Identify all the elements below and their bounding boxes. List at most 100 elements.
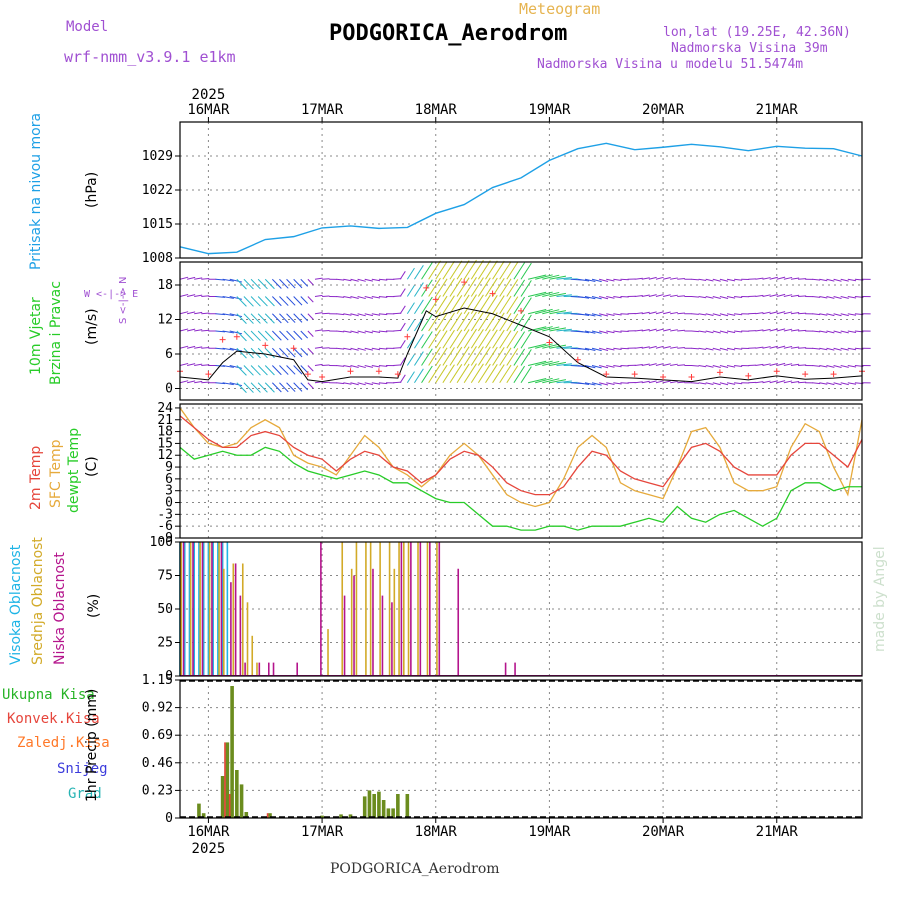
wind-gust-mark (432, 296, 439, 303)
wind-arrow (734, 365, 743, 368)
wind-arrow (790, 380, 800, 384)
model-elevation-label: Nadmorska Visina u modelu 51.5474m (537, 57, 804, 72)
wind-arrow (641, 363, 650, 366)
wind-arrow (705, 382, 714, 386)
wind-arrow (798, 347, 807, 349)
pressure-line (179, 142, 863, 255)
top-day-label-3: 19MAR (528, 102, 571, 118)
wind-arrow (264, 365, 275, 376)
wind-arrow (613, 330, 622, 333)
precip-total-bar (235, 770, 239, 818)
wind-arrow (556, 363, 572, 366)
wind-arrow (705, 313, 714, 317)
wind-arrow (378, 330, 388, 333)
wind-gust-mark (375, 368, 382, 375)
wind-arrow (812, 330, 821, 333)
wind-arrow (776, 362, 786, 366)
wind-arrow (300, 313, 309, 322)
bottom-day-label-3: 19MAR (528, 824, 571, 840)
wind-arrow (371, 382, 381, 385)
wind-arrow (698, 296, 707, 299)
station-title: PODGORICA_Aerodrom (329, 21, 568, 46)
wind-arrow (833, 330, 842, 334)
wind-arrow (513, 296, 526, 315)
wind-arrow (769, 276, 778, 280)
wind-arrow (222, 330, 234, 334)
wind-arrow (847, 296, 857, 299)
precip-convective-bar (228, 794, 231, 818)
ytick-label-cloud-3: 75 (157, 569, 173, 584)
wind-arrow (343, 382, 352, 385)
wind-arrow (826, 296, 835, 299)
precip-convective-bar (224, 742, 226, 818)
wind-arrow (222, 347, 234, 351)
wind-arrow (257, 278, 268, 290)
wind-arrow (286, 296, 296, 306)
wind-arrow (698, 347, 707, 351)
wind-arrow (314, 294, 323, 297)
wind-arrow (236, 365, 247, 376)
wind-arrow (307, 296, 314, 303)
wind-arrow (286, 365, 296, 375)
wind-arrow (271, 330, 282, 341)
wind-arrow (357, 365, 366, 369)
bottom-day-label-5: 21MAR (756, 824, 799, 840)
wind-arrow (506, 261, 519, 280)
wind-arrow (243, 365, 254, 376)
wind-arrow (371, 278, 381, 282)
wind-arrow (599, 365, 609, 369)
wind-arrow (776, 380, 786, 384)
wind-arrow (477, 346, 491, 366)
wind-arrow (201, 329, 210, 332)
wind-arrow (549, 292, 567, 297)
wind-arrow (378, 313, 388, 316)
wind-arrow (243, 296, 254, 307)
wind-gust-mark (304, 371, 311, 378)
wind-arrow (549, 275, 567, 280)
wind-arrow (470, 277, 484, 297)
wind-arrow (606, 365, 615, 368)
wind-arrow (414, 282, 424, 297)
wind-arrow (535, 274, 553, 280)
wind-arrow (378, 278, 388, 281)
wind-arrow (542, 326, 560, 332)
wind-compass-e: W <-|-> E (84, 289, 139, 300)
wind-arrow (655, 328, 664, 332)
wind-arrow (606, 347, 615, 351)
wind-arrow (243, 382, 254, 393)
wind-arrow (506, 365, 519, 384)
wind-arrow (599, 278, 609, 282)
wind-arrow (477, 277, 491, 297)
wind-arrow (343, 313, 352, 316)
wind-arrow (201, 364, 210, 366)
wind-arrow (847, 347, 857, 351)
wind-arrow (655, 276, 664, 280)
wind-gust-mark (489, 290, 496, 297)
wind-arrow (826, 382, 835, 386)
wind-gust-mark (219, 336, 226, 343)
wind-arrow (293, 347, 303, 358)
wind-arrow (606, 330, 615, 334)
bottom-day-label-4: 20MAR (642, 824, 685, 840)
wind-arrow (677, 312, 685, 315)
wind-arrow (300, 296, 309, 304)
wind-arrow (520, 331, 532, 349)
wind-arrow (414, 265, 424, 280)
wind-arrow (719, 330, 729, 334)
wind-arrow (812, 278, 821, 281)
wind-arrow (257, 382, 268, 393)
precip-total-bar (268, 813, 272, 818)
wind-arrow (556, 345, 572, 349)
wind-arrow (819, 382, 828, 385)
sfc-temp-line (179, 407, 863, 508)
wind-arrow (257, 347, 268, 359)
wind-arrow (414, 316, 424, 332)
wind-arrow (485, 312, 498, 332)
wind-arrow (499, 313, 512, 332)
wind-arrow (705, 278, 714, 282)
wind-arrow (179, 345, 189, 349)
wind-arrow (477, 294, 491, 315)
wind-arrow (762, 328, 771, 332)
wind-arrow (399, 271, 406, 280)
wind-arrow (698, 313, 707, 316)
